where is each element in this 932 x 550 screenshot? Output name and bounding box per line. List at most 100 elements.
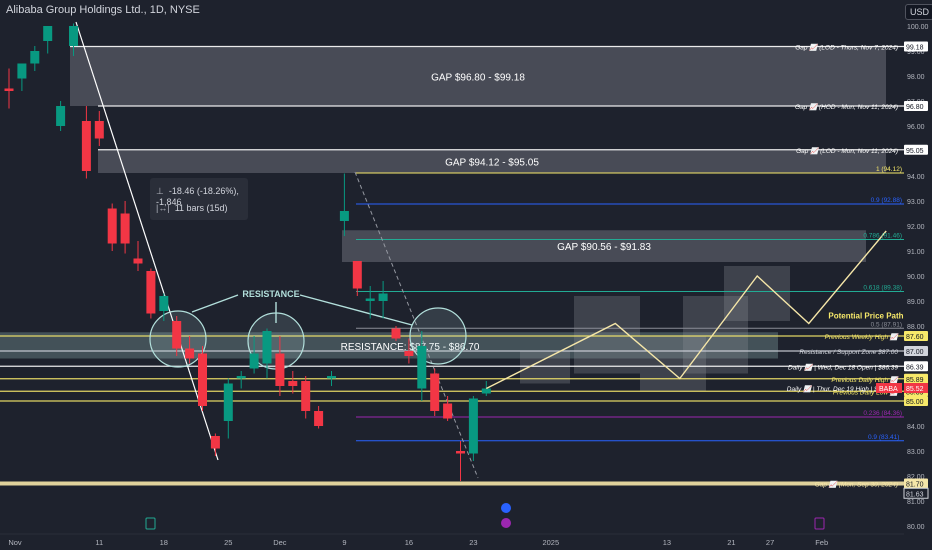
price-tick-label: 88.00 <box>907 324 925 331</box>
price-tick-label: 83.00 <box>907 449 925 456</box>
price-tick-label: 80.00 <box>907 524 925 531</box>
resistance-annotation: RESISTANCE <box>242 289 299 299</box>
candle-body <box>327 376 336 379</box>
time-tick-label: 18 <box>160 538 168 547</box>
price-tick-label: 82.00 <box>907 474 925 481</box>
candle-body <box>223 383 233 421</box>
candle-body <box>4 88 14 91</box>
symbol-tag <box>876 383 902 393</box>
candle-body <box>94 121 104 139</box>
price-tag-label: 85.00 <box>906 399 924 406</box>
candle-body <box>210 436 220 449</box>
time-tick-label: 25 <box>224 538 232 547</box>
price-tag-label: 95.05 <box>906 148 924 155</box>
level-label: Gap 📈 (Mon, Sep 30, 2024) <box>815 481 898 489</box>
fib-label: 0.786 (91.46) <box>863 233 902 240</box>
candle-body <box>404 351 414 356</box>
resistance-zone <box>0 332 778 359</box>
candle-body <box>43 26 53 41</box>
candle-body <box>288 381 298 386</box>
level-label: Resistance / Support Zone $87.00 <box>799 349 898 356</box>
currency-button[interactable]: USD <box>905 4 932 20</box>
last-price-label: 85.52 <box>906 386 924 393</box>
daily-high-label: Daily 📈 | Thur, Dec 19 High | $85.52 <box>787 385 895 393</box>
candle-body <box>262 331 272 364</box>
resistance-zone-label: RESISTANCE: $87.75 - $86.70 <box>341 342 480 353</box>
candle-body <box>172 321 182 349</box>
price-tag-label: 86.39 <box>906 364 924 371</box>
fib-label: 0.9 (92.88) <box>871 197 902 204</box>
level-label: Daily 📈 | Wed, Dec 18 Open | $86.39 <box>788 363 898 371</box>
candle-body <box>249 353 259 369</box>
downtrend-line <box>75 21 219 461</box>
event-icon <box>501 503 511 513</box>
price-tick-label: 81.00 <box>907 499 925 506</box>
fib-label: 0.9 (83.41) <box>868 434 899 441</box>
time-tick-label: 2025 <box>542 538 559 547</box>
candle-body <box>365 298 375 301</box>
candle-body <box>443 403 453 419</box>
candle-body <box>481 388 491 394</box>
price-axis-bg <box>904 0 932 550</box>
price-tick-label: 89.00 <box>907 299 925 306</box>
level-label: Previous Weekly High 📈 <box>825 333 900 341</box>
time-axis: Nov 11 18 25 Dec 9 16 23 2025 13 21 27 Feb <box>0 503 904 547</box>
potential-price-path: Potential Price Path <box>485 230 904 390</box>
price-tick-label: 100.00 <box>907 24 929 31</box>
measure-bars-text: 11 bars (15d) <box>174 203 228 213</box>
time-tick-label: 27 <box>766 538 774 547</box>
level-label: Previous Daily Low 📈 <box>833 388 900 396</box>
price-tag <box>904 373 928 384</box>
level-label: Gap 📈 (LOD - Mon, Nov 11, 2024) <box>796 147 898 155</box>
chart-title: Alibaba Group Holdings Ltd., 1D, NYSE <box>6 4 200 16</box>
bars-icon: |↔| <box>156 203 170 213</box>
measure-change-text: -18.46 (-18.26%), -1,846 <box>156 186 239 207</box>
price-tag <box>904 396 928 406</box>
price-tick-label: 96.00 <box>907 124 925 131</box>
time-tick-label: Feb <box>815 538 828 547</box>
fib-trend-line <box>354 171 479 479</box>
price-tag <box>904 41 928 52</box>
price-tag-label: 99.18 <box>906 45 924 52</box>
candle-body <box>378 293 388 301</box>
price-tick-label: 91.00 <box>907 249 925 256</box>
fib-label: 0.5 (87.91) <box>871 321 902 328</box>
level-label: Previous Daily High 📈 <box>831 376 900 384</box>
candle-body <box>468 398 478 454</box>
projection-box <box>640 336 706 391</box>
measure-change: ⊥ -18.46 (-18.26%), -1,846 <box>156 186 248 207</box>
time-tick-label: 11 <box>95 538 103 547</box>
level-label: Gap 📈 (HOD - Mon, Nov 11, 2024) <box>795 103 898 111</box>
symbol-tag-label: BABA <box>879 386 898 393</box>
potential-path-label: Potential Price Path <box>828 312 903 321</box>
arrow-left <box>191 294 239 313</box>
gap-label: GAP $90.56 - $91.83 <box>557 242 651 253</box>
price-tick-label: 99.00 <box>907 49 925 56</box>
price-tick-label: 90.00 <box>907 274 925 281</box>
time-tick-label: Nov <box>8 538 22 547</box>
candle-body <box>185 348 195 359</box>
time-tick-label: 21 <box>727 538 735 547</box>
price-axis: 80.0081.0082.0083.0084.0085.0086.0087.00… <box>876 0 932 550</box>
price-tick-label: 84.00 <box>907 424 925 431</box>
dividend-icon <box>501 518 511 528</box>
price-tag-label: 96.80 <box>906 104 924 111</box>
candle-body <box>456 451 465 454</box>
candle-body <box>198 353 207 406</box>
candles <box>4 23 491 481</box>
price-tag-label: 81.70 <box>906 482 924 489</box>
time-tick-label: 23 <box>469 538 477 547</box>
price-tick-label: 94.00 <box>907 174 925 181</box>
candle-body <box>430 373 440 411</box>
gap-zone <box>342 230 866 262</box>
candle-body <box>81 121 91 171</box>
candle-body <box>314 411 324 426</box>
level-labels: Gap 📈 (LOD - Thurs, Nov 7, 2024) Gap 📈 (H… <box>787 44 902 489</box>
last-price-tag <box>903 487 929 499</box>
potential-path-line <box>485 230 887 390</box>
gap-zones: GAP $96.80 - $99.18 GAP $94.12 - $95.05 GA… <box>0 46 886 359</box>
price-tag-label: 85.89 <box>906 377 924 384</box>
candle-body <box>391 328 401 339</box>
gap-zone <box>98 149 886 173</box>
